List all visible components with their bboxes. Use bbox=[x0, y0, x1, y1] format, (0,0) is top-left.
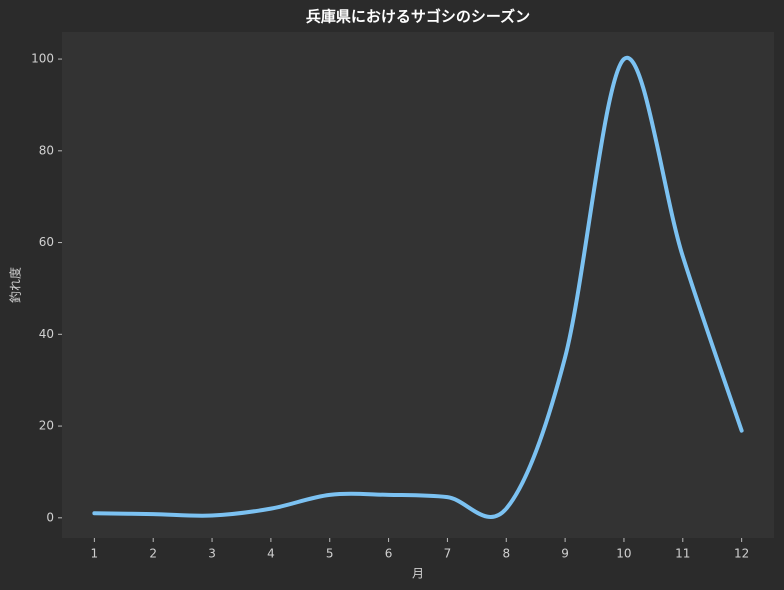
y-tick-label: 40 bbox=[39, 327, 54, 341]
y-tick-label: 60 bbox=[39, 235, 54, 249]
x-tick-label: 1 bbox=[91, 547, 99, 561]
line bbox=[92, 55, 744, 519]
x-tick-label: 4 bbox=[267, 547, 275, 561]
x-tick-label: 8 bbox=[502, 547, 510, 561]
x-tick-label: 6 bbox=[385, 547, 393, 561]
y-tick-label: 20 bbox=[39, 419, 54, 433]
x-tick-label: 5 bbox=[326, 547, 334, 561]
x-tick-label: 10 bbox=[616, 547, 631, 561]
y-tick-label: 100 bbox=[31, 52, 54, 66]
x-tick-label: 12 bbox=[734, 547, 749, 561]
x-tick-label: 9 bbox=[561, 547, 569, 561]
y-tick-label: 0 bbox=[46, 510, 54, 524]
x-tick-label: 7 bbox=[444, 547, 452, 561]
x-tick-label: 2 bbox=[149, 547, 157, 561]
y-tick-label: 80 bbox=[39, 143, 54, 157]
x-tick-label: 3 bbox=[208, 547, 216, 561]
chart-title: 兵庫県におけるサゴシのシーズン bbox=[306, 8, 530, 26]
x-axis-label: 月 bbox=[412, 567, 424, 581]
x-tick-label: 11 bbox=[675, 547, 690, 561]
plot-area bbox=[62, 32, 774, 538]
y-axis-label: 釣れ度 bbox=[8, 267, 23, 303]
